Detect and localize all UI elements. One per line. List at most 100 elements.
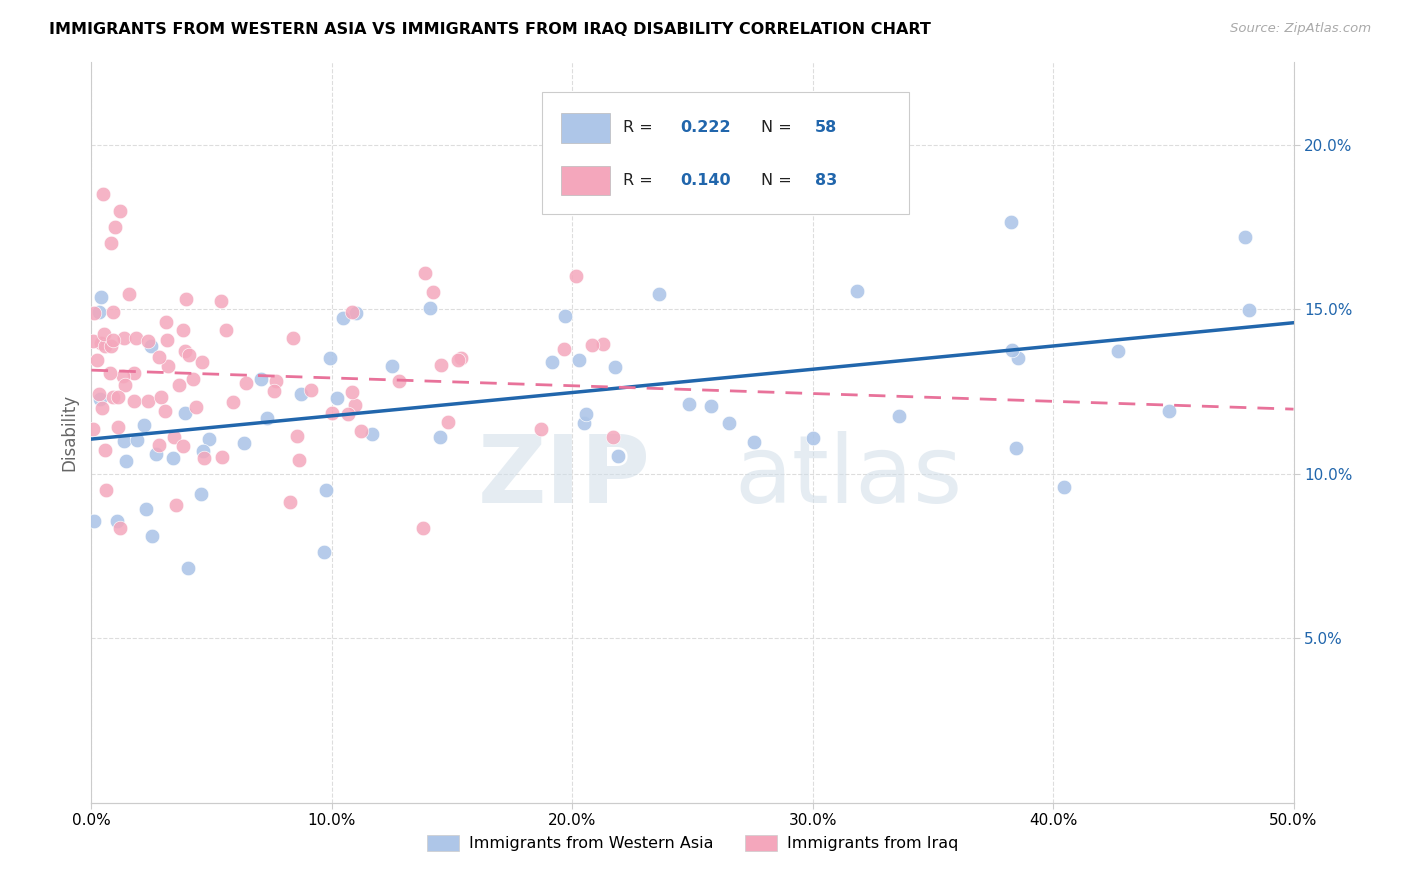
Text: atlas: atlas [734, 431, 963, 523]
Point [381, 359, 404, 373]
Point [846, 284, 869, 298]
Point [1004, 441, 1026, 455]
Text: R =: R = [623, 120, 658, 136]
Point [430, 358, 453, 372]
Point [211, 450, 233, 465]
Point [436, 416, 458, 430]
Point [110, 203, 132, 218]
Point [315, 483, 337, 497]
Point [742, 435, 765, 450]
Point [82, 422, 104, 436]
Point [94, 339, 117, 353]
Point [340, 305, 363, 319]
Text: N =: N = [761, 173, 797, 188]
Point [193, 444, 215, 458]
Point [173, 323, 195, 337]
Point [181, 372, 204, 386]
Point [87, 387, 110, 401]
Point [540, 355, 562, 369]
Point [148, 438, 170, 452]
Point [1053, 480, 1076, 494]
Point [167, 377, 190, 392]
Point [326, 391, 349, 405]
Point [107, 420, 129, 434]
Point [592, 336, 614, 351]
Point [89, 305, 111, 319]
FancyBboxPatch shape [561, 166, 610, 195]
Point [250, 372, 273, 386]
Point [83, 305, 105, 319]
Point [889, 409, 911, 424]
Point [193, 450, 215, 465]
Point [215, 323, 238, 337]
Point [318, 351, 340, 365]
Text: 0.140: 0.140 [681, 173, 731, 188]
Point [93, 187, 115, 202]
Point [93, 327, 115, 342]
Point [148, 351, 170, 365]
Point [413, 266, 436, 280]
Point [235, 376, 257, 390]
Point [693, 151, 716, 165]
Point [340, 384, 363, 399]
Text: 83: 83 [815, 173, 838, 188]
Text: IMMIGRANTS FROM WESTERN ASIA VS IMMIGRANTS FROM IRAQ DISABILITY CORRELATION CHAR: IMMIGRANTS FROM WESTERN ASIA VS IMMIGRAN… [49, 22, 931, 37]
Point [138, 393, 160, 408]
Point [299, 383, 322, 397]
Point [83, 514, 105, 528]
Point [177, 348, 200, 362]
Point [82, 334, 104, 348]
Y-axis label: Disability: Disability [60, 394, 79, 471]
Point [1007, 351, 1029, 366]
Point [163, 430, 186, 444]
Point [602, 430, 624, 444]
Point [177, 561, 200, 575]
Text: R =: R = [623, 173, 658, 188]
Point [647, 287, 669, 301]
Point [118, 286, 141, 301]
Point [605, 360, 627, 375]
Point [156, 359, 179, 374]
Point [105, 514, 128, 528]
Point [290, 387, 312, 401]
Text: N =: N = [761, 120, 797, 136]
Point [90, 290, 112, 304]
Point [90, 336, 112, 351]
Point [1234, 230, 1257, 244]
Point [86, 353, 108, 368]
Point [1001, 343, 1024, 358]
Point [332, 310, 354, 325]
Point [565, 268, 588, 283]
Point [222, 395, 245, 409]
Point [190, 487, 212, 501]
Point [145, 447, 167, 461]
Point [101, 390, 124, 404]
Point [554, 309, 576, 323]
Point [94, 443, 117, 458]
Point [141, 339, 163, 353]
FancyBboxPatch shape [561, 113, 610, 143]
Point [135, 501, 157, 516]
Point [165, 498, 187, 512]
Point [568, 353, 591, 368]
Point [124, 366, 146, 380]
Point [422, 285, 444, 299]
Point [321, 407, 343, 421]
Point [111, 369, 134, 384]
Point [141, 529, 163, 543]
Point [344, 306, 367, 320]
Point [91, 401, 114, 416]
Point [162, 450, 184, 465]
Point [572, 416, 595, 430]
Point [174, 292, 197, 306]
Point [1107, 344, 1129, 359]
Point [553, 342, 575, 356]
Point [287, 453, 309, 467]
Legend: Immigrants from Western Asia, Immigrants from Iraq: Immigrants from Western Asia, Immigrants… [420, 829, 965, 858]
Point [337, 407, 360, 421]
Point [209, 293, 232, 308]
Point [801, 431, 824, 445]
Point [112, 434, 135, 448]
Point [155, 315, 177, 329]
Point [191, 355, 214, 369]
